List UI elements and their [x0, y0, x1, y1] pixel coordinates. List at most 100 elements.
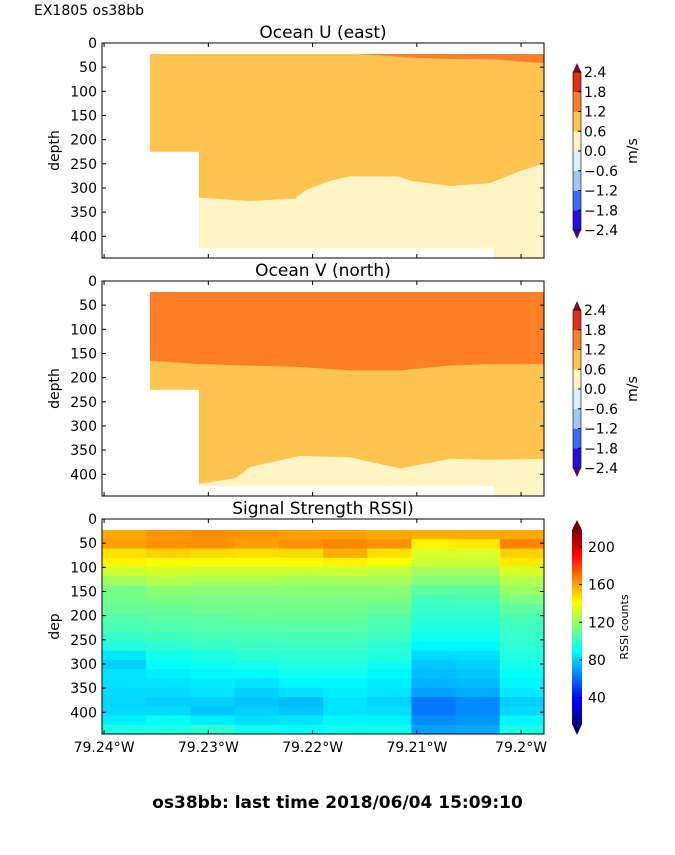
colorbar-extend-min	[572, 724, 582, 735]
figure-footer: os38bb: last time 2018/06/04 15:09:10	[152, 793, 523, 813]
heatmap-cell	[234, 669, 280, 680]
colorbar-tick-label: 160	[588, 578, 615, 594]
heatmap-cell	[190, 557, 236, 568]
heatmap-cell	[499, 650, 544, 661]
heatmap-cell	[455, 659, 501, 670]
heatmap-cell	[278, 687, 324, 698]
y-tick-label: 0	[88, 274, 97, 290]
heatmap-cell	[278, 632, 324, 642]
heatmap-cell	[499, 641, 544, 652]
heatmap-cell	[190, 632, 236, 642]
panel-1: 0 50 100 150 200 250 300 350 400 Ocean U (east) de…	[47, 23, 641, 259]
heatmap-cell	[278, 548, 324, 559]
heatmap-cell	[455, 715, 501, 726]
heatmap-cell	[455, 585, 501, 596]
colorbar-tick-label: −1.2	[584, 422, 618, 438]
y-tick-label: 150	[70, 584, 97, 600]
y-tick-label: 350	[70, 681, 97, 697]
heatmap-cell	[499, 539, 544, 550]
colorbar-tick-label: 200	[588, 540, 615, 556]
heatmap-cell	[190, 724, 236, 734]
heatmap-cell	[499, 724, 544, 734]
heatmap-cell	[323, 567, 368, 577]
heatmap-cell	[499, 659, 544, 670]
y-tick-label: 150	[70, 346, 97, 362]
heatmap-cell	[146, 687, 191, 698]
heatmap-cell	[499, 632, 544, 642]
heatmap-cell	[367, 539, 412, 550]
heatmap-cell	[278, 696, 324, 707]
heatmap-cell	[102, 567, 147, 577]
y-tick-label: 400	[70, 467, 97, 483]
heatmap-cell	[102, 669, 147, 680]
heatmap-cell	[234, 557, 280, 568]
heatmap-cell	[411, 650, 457, 661]
x-tick-label: 79.22°W	[282, 740, 343, 756]
heatmap-cell	[499, 567, 544, 577]
contour-bands	[149, 54, 545, 258]
panel-title: Ocean V (north)	[255, 261, 391, 281]
heatmap-cell	[411, 576, 457, 587]
colorbar-tick-label: 1.8	[584, 323, 606, 339]
contour-band-1.2-to-1.8	[149, 292, 544, 371]
colorbar-tick-label: −1.8	[584, 441, 618, 457]
y-tick-label: 50	[79, 536, 97, 552]
heatmap-cell	[367, 604, 412, 615]
colorbar-tick-label: −2.4	[584, 223, 618, 239]
heatmap-cell	[323, 687, 368, 698]
heatmap-cell	[234, 706, 280, 717]
colorbar: 2.4 1.8 1.2 0.6 0.0 −0.6 −1.2 −1.8 −2.4 m/s	[572, 63, 641, 239]
heatmap-cell	[102, 548, 147, 559]
heatmap-cell	[146, 567, 191, 577]
heatmap-cell	[411, 585, 457, 596]
y-axis-label: dep	[47, 613, 63, 640]
heatmap-cell	[234, 650, 280, 661]
heatmap-cell	[455, 650, 501, 661]
colorbar-tick-label: 1.2	[584, 105, 606, 121]
heatmap-cell	[323, 669, 368, 680]
heatmap-cell	[278, 585, 324, 596]
heatmap-cell	[102, 604, 147, 615]
heatmap-cell	[367, 632, 412, 642]
heatmap-cell	[190, 548, 236, 559]
heatmap-cell	[367, 706, 412, 717]
heatmap-cell	[146, 613, 191, 624]
heatmap-cell	[411, 613, 457, 624]
heatmap-cell	[323, 706, 368, 717]
colorbar-segment	[573, 448, 581, 469]
heatmap-cell	[323, 548, 368, 559]
heatmap-cell	[234, 585, 280, 596]
heatmap-cell	[278, 576, 324, 587]
heatmap-cell	[190, 696, 236, 707]
heatmap-cell	[367, 659, 412, 670]
colorbar-tick-label: 80	[588, 653, 606, 669]
heatmap-cell	[411, 706, 457, 717]
colorbar-segment	[573, 72, 581, 93]
axes-frame	[101, 518, 545, 735]
heatmap-cell	[190, 613, 236, 624]
axes-frame	[101, 280, 545, 497]
y-tick-label: 100	[70, 560, 97, 576]
heatmap-cell	[190, 650, 236, 661]
heatmap-cell	[278, 622, 324, 633]
colorbar-tick-label: 0.0	[584, 382, 606, 398]
heatmap-cell	[146, 548, 191, 559]
heatmap-cell	[499, 604, 544, 615]
heatmap-cell	[102, 539, 147, 550]
heatmap-cell	[455, 678, 501, 689]
heatmap-cell	[234, 622, 280, 633]
heatmap-cell	[278, 539, 324, 550]
colorbar-segment	[573, 210, 581, 231]
heatmap-cell	[411, 557, 457, 568]
heatmap-cell	[367, 576, 412, 587]
heatmap-cell	[323, 594, 368, 605]
heatmap-cell	[411, 687, 457, 698]
heatmap-cell	[190, 622, 236, 633]
heatmap-cell	[278, 706, 324, 717]
heatmap-cell	[234, 632, 280, 642]
heatmap-cell	[146, 650, 191, 661]
heatmap-cell	[146, 706, 191, 717]
heatmap-cell	[234, 594, 280, 605]
heatmap-cell	[278, 594, 324, 605]
colorbar-segment	[573, 389, 581, 410]
